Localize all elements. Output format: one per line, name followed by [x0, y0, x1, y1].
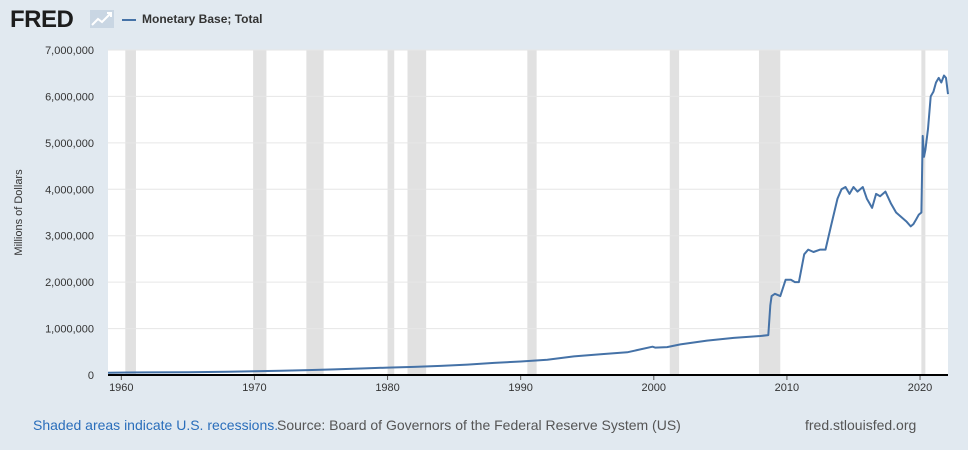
y-tick-label: 2,000,000 — [45, 277, 94, 289]
header: FRED Monetary Base; Total — [0, 0, 968, 40]
y-tick-label: 7,000,000 — [45, 45, 94, 57]
y-tick-label: 1,000,000 — [45, 324, 94, 336]
x-tick-label: 1990 — [508, 382, 532, 394]
series-line — [107, 74, 949, 374]
recession-band — [921, 50, 926, 375]
recession-band — [253, 50, 267, 375]
recession-band — [306, 50, 324, 375]
y-tick-label: 5,000,000 — [45, 138, 94, 150]
site-link[interactable]: fred.stlouisfed.org — [805, 417, 917, 433]
fred-logo[interactable]: FRED — [10, 6, 74, 33]
y-tick-label: 6,000,000 — [45, 91, 94, 103]
trend-chart-icon — [90, 10, 114, 28]
y-tick-label: 0 — [88, 370, 94, 382]
legend-swatch — [122, 19, 136, 21]
y-tick-label: 4,000,000 — [45, 184, 94, 196]
x-tick-label: 1970 — [242, 382, 266, 394]
legend-label: Monetary Base; Total — [142, 12, 263, 26]
x-tick-label: 2010 — [775, 382, 799, 394]
x-tick-label: 1960 — [109, 382, 133, 394]
x-tick-label: 1980 — [375, 382, 399, 394]
recession-band — [527, 50, 537, 375]
x-tick-label: 2020 — [908, 382, 932, 394]
footer: Shaded areas indicate U.S. recessions. S… — [0, 410, 968, 440]
recession-band — [407, 50, 427, 375]
recession-band — [125, 50, 136, 375]
y-axis-label: Millions of Dollars — [13, 169, 25, 256]
chart-area: 0 1,000,000 2,000,000 3,000,000 4,000,000 5,0… — [0, 40, 968, 405]
recession-band — [387, 50, 395, 375]
line-chart: 0 1,000,000 2,000,000 3,000,000 4,000,000 5,0… — [13, 45, 949, 394]
recession-band — [669, 50, 680, 375]
source-text: Source: Board of Governors of the Federa… — [277, 417, 681, 433]
x-tick-label: 2000 — [642, 382, 666, 394]
y-tick-label: 3,000,000 — [45, 231, 94, 243]
recession-note-link[interactable]: Shaded areas indicate U.S. recessions. — [33, 417, 279, 433]
